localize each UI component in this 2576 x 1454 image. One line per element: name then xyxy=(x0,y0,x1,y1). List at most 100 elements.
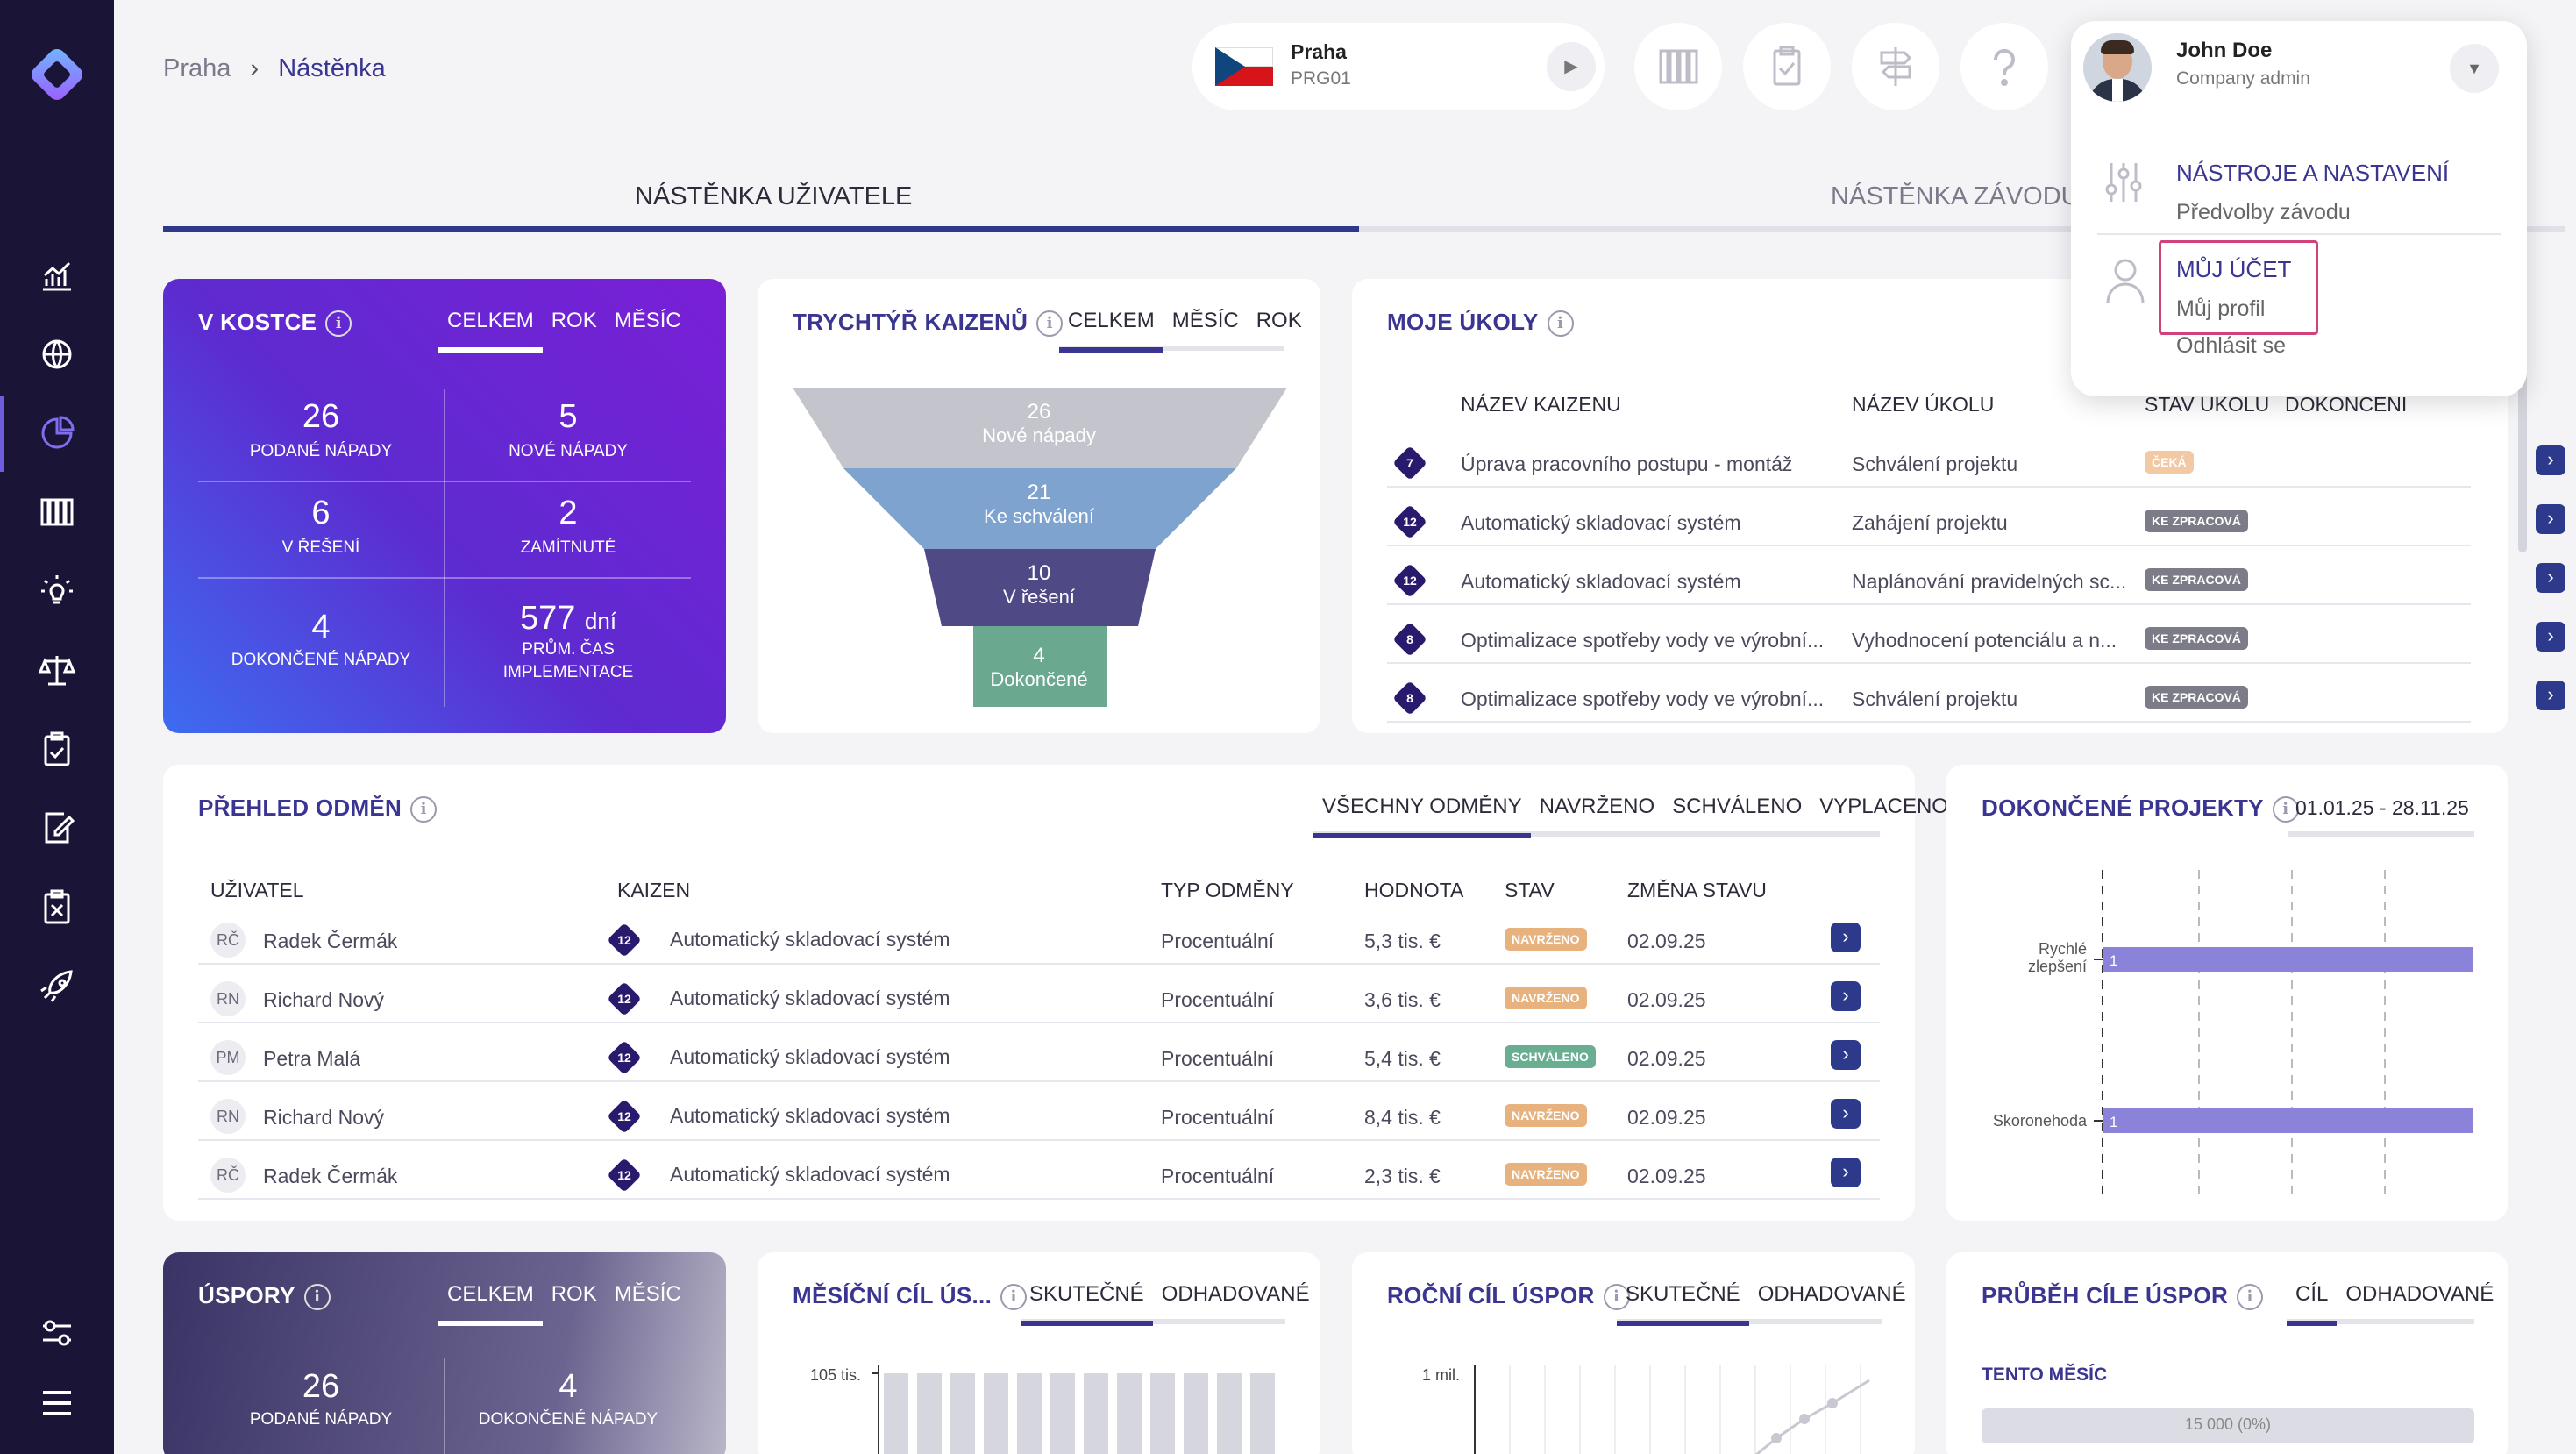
bar[interactable] xyxy=(1117,1373,1142,1454)
play-icon[interactable]: ▶ xyxy=(1547,42,1596,91)
tab-celkem[interactable]: CELKEM xyxy=(438,309,543,353)
reward-status-date: 02.09.25 xyxy=(1627,1047,1706,1070)
scrollbar-thumb[interactable] xyxy=(2518,289,2527,552)
tools-settings-item[interactable]: NÁSTROJE A NASTAVENÍ Předvolby závodu xyxy=(2071,126,2527,232)
bar[interactable] xyxy=(950,1373,975,1454)
reward-open-button[interactable]: › xyxy=(1831,1099,1861,1129)
bar[interactable] xyxy=(917,1373,942,1454)
task-open-button[interactable]: › xyxy=(2536,622,2565,652)
reward-kaizen-name[interactable]: Automatický skladovací systém xyxy=(670,1104,950,1127)
plant-selector[interactable]: Praha PRG01 ▶ xyxy=(1192,23,1605,110)
reward-kaizen-name[interactable]: Automatický skladovací systém xyxy=(670,1045,950,1068)
tab-approved[interactable]: SCHVÁLENO xyxy=(1672,795,1803,818)
tab-mesic[interactable]: MĚSÍC xyxy=(614,1282,681,1306)
tab-actual[interactable]: SKUTEČNÉ xyxy=(1021,1282,1153,1326)
info-icon[interactable]: i xyxy=(1603,1284,1630,1311)
reward-open-button[interactable]: › xyxy=(1831,981,1861,1011)
bar[interactable] xyxy=(1050,1373,1075,1454)
tab-rok[interactable]: ROK xyxy=(551,1282,597,1306)
info-icon[interactable]: i xyxy=(410,796,438,823)
bar[interactable] xyxy=(1184,1373,1208,1454)
tab-all-rewards[interactable]: VŠECHNY ODMĚNY xyxy=(1313,795,1531,838)
funnel-label: Ke schválení xyxy=(984,505,1094,527)
reward-kaizen-name[interactable]: Automatický skladovací systém xyxy=(670,928,950,951)
task-kaizen-name[interactable]: Automatický skladovací systém xyxy=(1461,511,1741,534)
sidebar-item-board[interactable] xyxy=(36,491,78,533)
sidebar-item-analytics[interactable] xyxy=(36,254,78,296)
breadcrumb-root[interactable]: Praha xyxy=(163,54,231,82)
sidebar-item-ideas[interactable] xyxy=(36,570,78,612)
sidebar-item-balance[interactable] xyxy=(36,649,78,691)
sidebar-item-edit[interactable] xyxy=(36,807,78,849)
tab-actual[interactable]: SKUTEČNÉ xyxy=(1617,1282,1749,1326)
sidebar-item-settings[interactable] xyxy=(36,1312,78,1354)
reward-kaizen-name[interactable]: Automatický skladovací systém xyxy=(670,987,950,1009)
tab-rok[interactable]: ROK xyxy=(551,309,597,332)
reward-open-button[interactable]: › xyxy=(1831,1158,1861,1187)
tab-mesic[interactable]: MĚSÍC xyxy=(614,309,681,332)
task-kaizen-name[interactable]: Optimalizace spotřeby vody ve výrobní... xyxy=(1461,629,1825,652)
task-open-button[interactable]: › xyxy=(2536,504,2565,534)
task-kaizen-name[interactable]: Úprava pracovního postupu - montáž xyxy=(1461,453,1793,475)
sidebar-item-launch[interactable] xyxy=(36,965,78,1007)
stat-value: 6 xyxy=(311,495,331,531)
tab-celkem[interactable]: CELKEM xyxy=(1059,309,1163,353)
tab-user-dashboard[interactable]: NÁSTĚNKA UŽIVATELE xyxy=(635,182,913,210)
info-icon[interactable]: i xyxy=(325,310,352,338)
tab-rok[interactable]: ROK xyxy=(1256,309,1302,332)
board-button[interactable] xyxy=(1634,23,1722,110)
tab-estimated[interactable]: ODHADOVANÉ xyxy=(1161,1282,1310,1306)
info-icon[interactable]: i xyxy=(303,1284,331,1311)
info-icon[interactable]: i xyxy=(1547,310,1574,338)
bar[interactable] xyxy=(1017,1373,1042,1454)
bar[interactable] xyxy=(1250,1373,1275,1454)
bar[interactable] xyxy=(884,1373,908,1454)
info-icon[interactable]: i xyxy=(2237,1284,2264,1311)
user-name: John Doe xyxy=(2176,39,2273,62)
task-kaizen-name[interactable]: Optimalizace spotřeby vody ve výrobní... xyxy=(1461,688,1825,710)
info-icon[interactable]: i xyxy=(1036,310,1064,338)
signpost-button[interactable] xyxy=(1852,23,1939,110)
task-open-button[interactable]: › xyxy=(2536,563,2565,593)
bar[interactable] xyxy=(1084,1373,1108,1454)
bar[interactable] xyxy=(2103,947,2473,972)
reward-kaizen-name[interactable]: Automatický skladovací systém xyxy=(670,1163,950,1186)
bar[interactable] xyxy=(1217,1373,1242,1454)
tab-goal[interactable]: CÍL xyxy=(2287,1282,2338,1326)
bar[interactable] xyxy=(2103,1108,2473,1133)
user-initials-avatar: RN xyxy=(210,1099,246,1134)
monthly-goal-card: MĚSÍČNÍ CÍL ÚS... i SKUTEČNÉ ODHADOVANÉ 1… xyxy=(758,1252,1320,1454)
chevron-right-icon: › xyxy=(1842,984,1849,1006)
logout-link[interactable]: Odhlásit se xyxy=(2176,333,2287,358)
sidebar-item-dashboard[interactable] xyxy=(36,412,78,454)
funnel-tabs-track xyxy=(1059,346,1284,351)
tab-celkem[interactable]: CELKEM xyxy=(438,1282,543,1326)
info-icon[interactable]: i xyxy=(1000,1284,1028,1311)
reward-open-button[interactable]: › xyxy=(1831,923,1861,952)
tab-paid[interactable]: VYPLACENO xyxy=(1819,795,1948,818)
info-icon[interactable]: i xyxy=(2272,796,2299,823)
date-range[interactable]: 01.01.25 - 28.11.25 xyxy=(2295,796,2469,819)
funnel-chart xyxy=(793,388,1287,707)
tab-estimated[interactable]: ODHADOVANÉ xyxy=(1757,1282,1906,1306)
task-open-button[interactable]: › xyxy=(2536,445,2565,475)
task-open-button[interactable]: › xyxy=(2536,681,2565,710)
sidebar-item-rejected[interactable] xyxy=(36,886,78,928)
tab-plant-dashboard[interactable]: NÁSTĚNKA ZÁVODU xyxy=(1831,182,2080,210)
my-profile-link[interactable]: Můj profil xyxy=(2176,296,2266,321)
sidebar-item-tasks[interactable] xyxy=(36,728,78,770)
tab-proposed[interactable]: NAVRŽENO xyxy=(1539,795,1655,818)
sidebar-item-menu[interactable] xyxy=(36,1382,78,1424)
sidebar-item-global[interactable] xyxy=(36,333,78,375)
tasks-button[interactable] xyxy=(1743,23,1831,110)
task-kaizen-name[interactable]: Automatický skladovací systém xyxy=(1461,570,1741,593)
reward-open-button[interactable]: › xyxy=(1831,1040,1861,1070)
tab-estimated[interactable]: ODHADOVANÉ xyxy=(2345,1282,2494,1306)
app-logo[interactable] xyxy=(23,40,91,109)
bar[interactable] xyxy=(984,1373,1008,1454)
bar[interactable] xyxy=(1150,1373,1175,1454)
dropdown-toggle[interactable]: ▼ xyxy=(2450,44,2499,93)
help-button[interactable] xyxy=(1960,23,2048,110)
tab-mesic[interactable]: MĚSÍC xyxy=(1171,309,1239,332)
